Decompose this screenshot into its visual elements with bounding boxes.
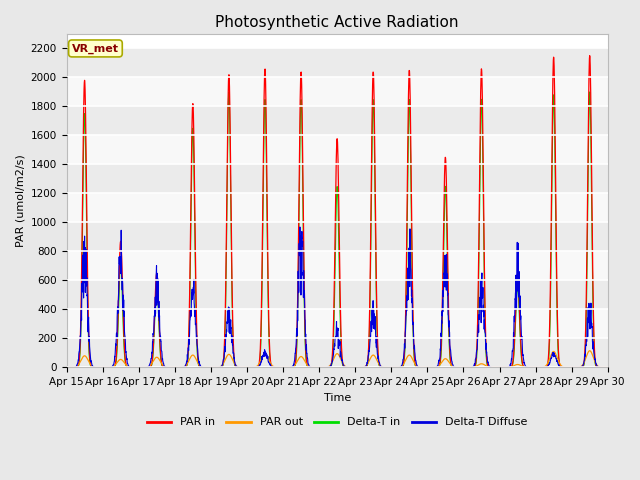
PAR in [604,364,612,370]
PAR in [556,362,564,368]
Y-axis label: PAR (umol/m2/s): PAR (umol/m2/s) [15,154,25,247]
Bar [67,222,608,252]
PAR out [214,364,221,370]
Delta-T Diffuse [572,364,579,370]
Bar [67,48,608,77]
PAR in [586,53,593,59]
Delta-T Diffuse [556,364,564,370]
Delta-T in [353,364,360,370]
Delta-T in [63,364,70,370]
Delta-T Diffuse [63,364,70,370]
PAR out [586,348,593,354]
Delta-T Diffuse [365,352,372,358]
Delta-T in [586,89,593,95]
Bar [67,135,608,165]
Bar [67,193,608,222]
PAR in [63,364,70,370]
Line: PAR in: PAR in [67,56,608,367]
PAR out [556,361,564,367]
Delta-T in [214,364,221,370]
PAR out [63,364,70,370]
Bar [67,77,608,107]
Bar [67,310,608,338]
Line: PAR out: PAR out [67,351,608,367]
Delta-T Diffuse [604,364,612,370]
Delta-T in [571,364,579,370]
PAR out [604,364,612,370]
Delta-T in [604,364,612,370]
PAR in [571,364,579,370]
Delta-T in [365,355,372,361]
Delta-T in [494,364,502,370]
PAR in [353,364,360,370]
Bar [67,107,608,135]
X-axis label: Time: Time [323,393,351,403]
PAR out [353,364,360,370]
Bar [67,252,608,280]
Delta-T Diffuse [495,364,502,370]
Delta-T Diffuse [353,364,361,370]
Line: Delta-T Diffuse: Delta-T Diffuse [67,227,608,367]
Delta-T Diffuse [296,224,304,230]
Bar [67,338,608,367]
Delta-T Diffuse [214,364,221,370]
PAR in [365,350,372,356]
PAR out [571,364,579,370]
Legend: PAR in, PAR out, Delta-T in, Delta-T Diffuse: PAR in, PAR out, Delta-T in, Delta-T Dif… [143,413,532,432]
PAR in [494,364,502,370]
Text: VR_met: VR_met [72,43,119,54]
PAR out [494,364,502,370]
Delta-T in [556,363,564,369]
Bar [67,165,608,193]
PAR out [365,360,372,365]
Bar [67,280,608,310]
Line: Delta-T in: Delta-T in [67,92,608,367]
Title: Photosynthetic Active Radiation: Photosynthetic Active Radiation [216,15,459,30]
PAR in [214,364,221,370]
